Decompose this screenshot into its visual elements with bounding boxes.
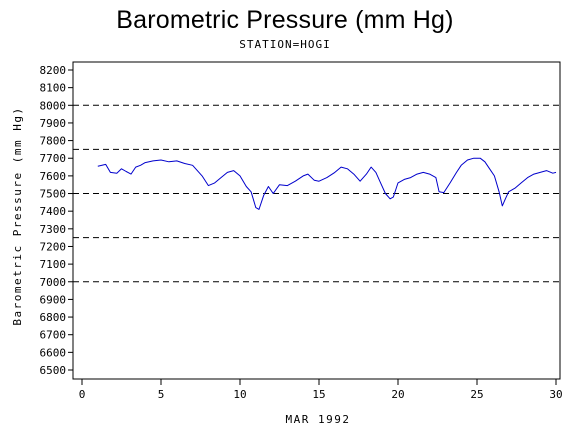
y-tick-label: 7700 xyxy=(40,152,67,165)
x-axis: 0 5 10 15 20 25 30 xyxy=(79,379,563,401)
x-tick-label: 0 xyxy=(79,388,86,401)
y-axis-label: Barometric Pressure (mm Hg) xyxy=(11,106,24,325)
y-tick-label: 7200 xyxy=(40,240,67,253)
y-tick-label: 6600 xyxy=(40,346,67,359)
y-tick-label: 7800 xyxy=(40,135,67,148)
y-tick-label: 7100 xyxy=(40,258,67,271)
y-tick-label: 7600 xyxy=(40,170,67,183)
y-axis: 6500 6600 6700 6800 6900 7000 7100 7200 7300 7400… xyxy=(40,64,73,377)
x-tick-label: 5 xyxy=(158,388,165,401)
y-tick-label: 7000 xyxy=(40,276,67,289)
data-series xyxy=(97,157,557,210)
y-tick-label: 8000 xyxy=(40,99,67,112)
y-tick-label: 8200 xyxy=(40,64,67,77)
x-tick-label: 30 xyxy=(549,388,562,401)
y-tick-label: 6900 xyxy=(40,293,67,306)
pressure-series-line xyxy=(97,157,557,210)
x-tick-label: 25 xyxy=(470,388,483,401)
x-tick-label: 10 xyxy=(233,388,246,401)
y-tick-label: 8100 xyxy=(40,82,67,95)
chart-title: Barometric Pressure (mm Hg) xyxy=(116,6,454,34)
x-axis-label: MAR 1992 xyxy=(286,413,351,426)
y-tick-label: 7300 xyxy=(40,223,67,236)
y-tick-label: 7900 xyxy=(40,117,67,130)
y-tick-label: 6700 xyxy=(40,329,67,342)
y-tick-label: 7400 xyxy=(40,205,67,218)
reference-lines xyxy=(73,104,560,283)
plot-frame xyxy=(72,61,561,380)
x-tick-label: 15 xyxy=(312,388,325,401)
y-tick-label: 6800 xyxy=(40,311,67,324)
chart-subtitle: STATION=HOGI xyxy=(239,38,331,51)
y-tick-label: 7500 xyxy=(40,188,67,201)
x-tick-label: 20 xyxy=(391,388,404,401)
y-tick-label: 6500 xyxy=(40,364,67,377)
